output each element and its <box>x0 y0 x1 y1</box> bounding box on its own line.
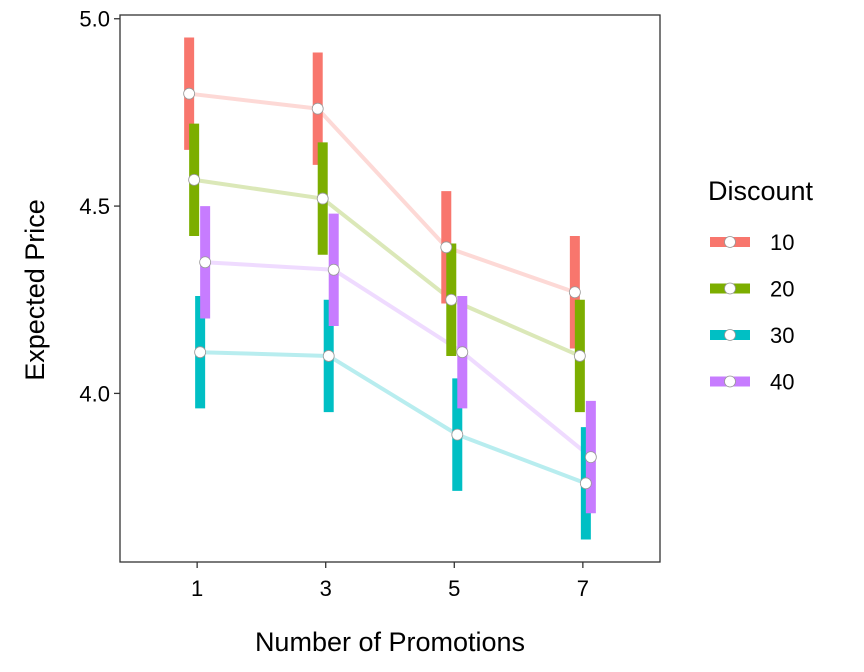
legend-label-30: 30 <box>770 323 794 348</box>
data-point-10-5 <box>440 241 453 254</box>
legend-point-20 <box>724 282 736 295</box>
data-point-30-7 <box>579 477 592 490</box>
data-point-20-3 <box>316 192 329 205</box>
data-point-20-5 <box>445 293 458 306</box>
data-point-10-7 <box>568 286 581 299</box>
legend-label-10: 10 <box>770 230 794 255</box>
data-point-40-7 <box>584 451 597 463</box>
legend-point-10 <box>724 236 736 248</box>
x-tick-label: 7 <box>577 576 589 601</box>
data-point-40-5 <box>456 346 469 359</box>
y-tick-label: 5.0 <box>79 7 110 32</box>
x-tick-label: 3 <box>320 576 332 601</box>
data-point-10-3 <box>311 102 324 115</box>
legend-title: Discount <box>708 176 814 206</box>
x-tick-label: 5 <box>448 576 460 601</box>
series-line-30 <box>200 350 587 486</box>
axes: 4.0 4.5 5.0 1 3 5 7 <box>79 7 589 601</box>
data-point-40-1 <box>199 256 212 269</box>
y-tick-label: 4.0 <box>79 381 110 406</box>
data-point-40-3 <box>327 263 340 276</box>
x-tick-label: 1 <box>191 576 203 601</box>
data-point-20-7 <box>573 350 586 362</box>
data-point-10-1 <box>183 87 196 100</box>
data-point-20-1 <box>188 173 201 186</box>
data-point-30-1 <box>194 346 207 359</box>
series-line-40 <box>205 260 593 459</box>
series-lines <box>188 91 593 486</box>
legend-label-40: 40 <box>770 370 794 395</box>
data-point-30-3 <box>322 350 335 362</box>
legend: Discount 10 20 30 40 <box>708 176 814 395</box>
series-line-10 <box>188 91 576 295</box>
x-axis-title: Number of Promotions <box>255 627 525 657</box>
legend-point-40 <box>724 375 736 388</box>
series-line-20 <box>193 177 581 358</box>
data-points <box>183 87 597 490</box>
legend-point-30 <box>724 329 736 341</box>
y-tick-label: 4.5 <box>79 194 110 219</box>
legend-label-20: 20 <box>770 277 794 302</box>
data-point-30-5 <box>451 428 464 441</box>
y-axis-title: Expected Price <box>20 199 50 381</box>
